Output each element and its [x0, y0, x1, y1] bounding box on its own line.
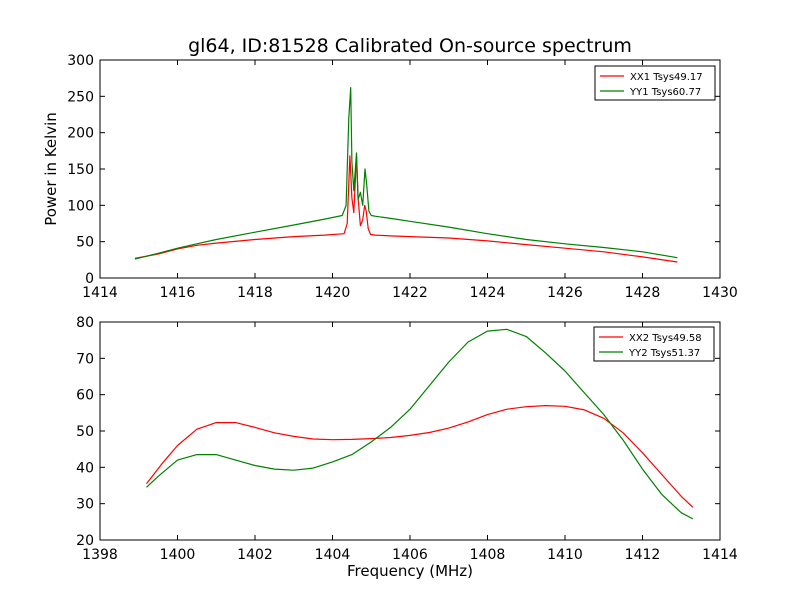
x-tick-label: 1408	[470, 547, 506, 563]
x-tick-label: 1410	[547, 547, 583, 563]
x-tick-label: 1404	[315, 547, 351, 563]
legend: XX2 Tsys49.58 YY2 Tsys51.37	[593, 326, 715, 362]
x-tick-label: 1402	[237, 547, 273, 563]
y-tick-label: 80	[76, 315, 94, 331]
x-tick-label: 1426	[547, 285, 583, 301]
y-tick-label: 250	[67, 89, 94, 105]
y-tick-label: 0	[85, 271, 94, 287]
x-tick-label: 1420	[315, 285, 351, 301]
legend-label: YY1 Tsys60.77	[629, 87, 701, 98]
chart-title: gl64, ID:81528 Calibrated On-source spec…	[188, 35, 632, 57]
series-line-1	[146, 405, 694, 508]
legend-label: XX1 Tsys49.17	[630, 72, 703, 83]
x-tick-label: 1412	[625, 547, 661, 563]
x-tick-label: 1428	[625, 285, 661, 301]
legend: XX1 Tsys49.17 YY1 Tsys60.77	[594, 65, 716, 101]
series-line-2	[134, 86, 678, 260]
y-axis-label: Power in Kelvin	[42, 112, 60, 226]
x-tick-label: 1424	[470, 285, 506, 301]
y-tick-label: 20	[76, 533, 94, 549]
x-tick-label: 1422	[392, 285, 428, 301]
x-axis-label: Frequency (MHz)	[347, 562, 473, 580]
y-tick-label: 300	[67, 53, 94, 69]
series-line-1	[134, 155, 678, 263]
y-tick-label: 40	[76, 460, 94, 476]
legend-label: YY2 Tsys51.37	[628, 348, 700, 359]
y-tick-label: 200	[67, 126, 94, 142]
y-tick-label: 70	[76, 351, 94, 367]
x-tick-label: 1406	[392, 547, 428, 563]
legend-label: XX2 Tsys49.58	[629, 333, 702, 344]
x-tick-label: 1414	[82, 285, 118, 301]
y-tick-label: 50	[76, 235, 94, 251]
y-tick-label: 100	[67, 198, 94, 214]
legend-box	[593, 326, 715, 362]
x-tick-label: 1414	[702, 547, 738, 563]
y-tick-label: 60	[76, 388, 94, 404]
x-tick-label: 1418	[237, 285, 273, 301]
y-tick-label: 150	[67, 162, 94, 178]
series-line-2	[146, 328, 694, 520]
x-tick-label: 1398	[82, 547, 118, 563]
top-plot-panel: 1414 1416 1418 1420 1422 1424 1426 1428 1430 0 50 1…	[42, 53, 738, 301]
y-tick-label: 30	[76, 497, 94, 513]
legend-box	[594, 65, 716, 101]
x-tick-label: 1416	[160, 285, 196, 301]
y-tick-label: 50	[76, 424, 94, 440]
bottom-plot-panel: 1398 1400 1402 1404 1406 1408 1410 1412 1414 20 30…	[76, 315, 738, 580]
x-tick-label: 1430	[702, 285, 738, 301]
x-tick-label: 1400	[160, 547, 196, 563]
